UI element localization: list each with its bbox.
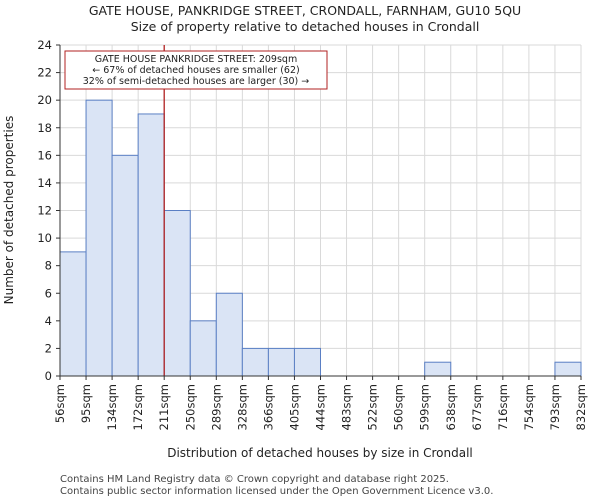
bar — [215, 292, 243, 377]
footer-line-2: Contains public sector information licen… — [60, 486, 493, 497]
x-tick-label: 832sqm — [574, 384, 588, 430]
x-tick-label: 289sqm — [209, 384, 223, 430]
x-tick-label: 328sqm — [235, 384, 249, 430]
x-tick-label: 172sqm — [131, 384, 145, 430]
bar — [163, 210, 191, 377]
bar — [554, 361, 582, 377]
bars — [59, 99, 582, 377]
x-tick-label: 793sqm — [548, 384, 562, 430]
footer-line-1: Contains HM Land Registry data © Crown c… — [60, 474, 449, 485]
annotation: GATE HOUSE PANKRIDGE STREET: 209sqm ← 67… — [64, 50, 328, 90]
x-axis-label: Distribution of detached houses by size … — [167, 446, 473, 460]
x-tick-labels: 56sqm 95sqm 134sqm 172sqm 211sqm 250sqm 289sqm… — [53, 376, 588, 430]
bar — [241, 347, 269, 377]
x-tick-label: 560sqm — [392, 384, 406, 430]
x-tick-label: 716sqm — [496, 384, 510, 430]
bar — [424, 361, 452, 377]
annotation-box — [64, 50, 328, 90]
x-tick-label: 677sqm — [470, 384, 484, 430]
y-tick-label: 16 — [37, 148, 52, 162]
chart-title: GATE HOUSE, PANKRIDGE STREET, CRONDALL, … — [89, 3, 521, 18]
y-axis-label: Number of detached properties — [2, 116, 16, 305]
chart-subtitle: Size of property relative to detached ho… — [131, 19, 480, 34]
y-tick-label: 4 — [45, 314, 52, 328]
x-tick-label: 599sqm — [418, 384, 432, 430]
bar — [189, 320, 217, 377]
x-tick-label: 250sqm — [183, 384, 197, 430]
x-tick-label: 211sqm — [157, 384, 171, 430]
y-tick-label: 0 — [45, 369, 52, 383]
y-tick-label: 20 — [37, 93, 52, 107]
bar — [111, 154, 139, 377]
y-tick-label: 24 — [37, 38, 52, 52]
x-tick-label: 366sqm — [261, 384, 275, 430]
y-tick-label: 6 — [45, 286, 52, 300]
annotation-line-3: 32% of semi-detached houses are larger (… — [83, 76, 310, 87]
x-tick-label: 405sqm — [287, 384, 301, 430]
bar — [267, 347, 295, 377]
y-tick-label: 2 — [45, 341, 52, 355]
x-tick-label: 56sqm — [53, 384, 67, 423]
y-tick-label: 14 — [37, 176, 52, 190]
bar — [293, 347, 322, 377]
x-tick-label: 483sqm — [340, 384, 354, 430]
x-tick-label: 134sqm — [105, 384, 119, 430]
y-tick-label: 22 — [37, 66, 52, 80]
y-tick-label: 18 — [37, 121, 52, 135]
bar — [59, 251, 87, 377]
x-tick-label: 638sqm — [444, 384, 458, 430]
y-tick-label: 12 — [37, 204, 52, 218]
x-tick-label: 754sqm — [522, 384, 536, 430]
annotation-line-1: GATE HOUSE PANKRIDGE STREET: 209sqm — [95, 54, 297, 65]
x-tick-label: 444sqm — [314, 384, 328, 430]
y-tick-label: 8 — [45, 259, 52, 273]
y-tick-label: 10 — [37, 231, 52, 245]
x-tick-label: 522sqm — [366, 384, 380, 430]
bar — [137, 113, 165, 377]
bar — [85, 99, 113, 377]
x-tick-label: 95sqm — [79, 384, 93, 423]
annotation-line-2: ← 67% of detached houses are smaller (62… — [92, 65, 299, 76]
